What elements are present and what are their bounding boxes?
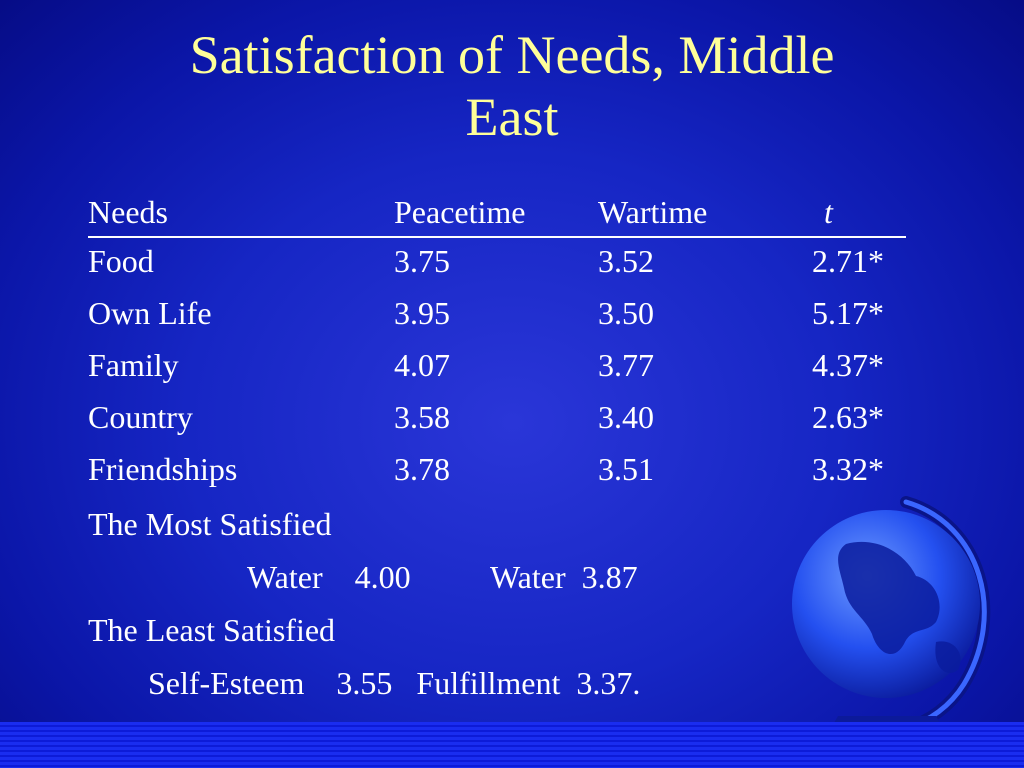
need-cell: Family bbox=[88, 347, 179, 383]
table-row: Food 3.75 3.52 2.71* bbox=[88, 238, 908, 290]
wartime-cell: 3.50 bbox=[598, 295, 654, 331]
most-satisfied-label: The Most Satisfied bbox=[88, 506, 332, 542]
peacetime-cell: 3.75 bbox=[394, 243, 450, 279]
wartime-cell: 3.77 bbox=[598, 347, 654, 383]
header-needs: Needs bbox=[88, 194, 168, 230]
peacetime-cell: 3.78 bbox=[394, 451, 450, 487]
need-cell: Food bbox=[88, 243, 154, 279]
t-cell: 2.71* bbox=[812, 243, 884, 279]
header-t: t bbox=[824, 194, 833, 230]
title-line-2: East bbox=[465, 87, 559, 147]
header-peacetime: Peacetime bbox=[394, 194, 526, 230]
wartime-cell: 3.51 bbox=[598, 451, 654, 487]
peacetime-cell: 3.95 bbox=[394, 295, 450, 331]
table-row: Family 4.07 3.77 4.37* bbox=[88, 342, 908, 394]
least-satisfied-label: The Least Satisfied bbox=[88, 612, 336, 648]
title-line-1: Satisfaction of Needs, Middle bbox=[189, 25, 835, 85]
t-cell: 5.17* bbox=[812, 295, 884, 331]
need-cell: Friendships bbox=[88, 451, 238, 487]
table-header: Needs Peacetime Wartime t bbox=[88, 188, 906, 238]
globe-icon bbox=[792, 496, 991, 744]
wartime-cell: 3.40 bbox=[598, 399, 654, 435]
table-row: Country 3.58 3.40 2.63* bbox=[88, 394, 908, 446]
table-row: Own Life 3.95 3.50 5.17* bbox=[88, 290, 908, 342]
need-cell: Own Life bbox=[88, 295, 212, 331]
wartime-cell: 3.52 bbox=[598, 243, 654, 279]
least-satisfied-values: Self-Esteem 3.55 Fulfillment 3.37. bbox=[148, 665, 641, 701]
t-cell: 3.32* bbox=[812, 451, 884, 487]
slide-title: Satisfaction of Needs, Middle East bbox=[0, 24, 1024, 148]
bottom-bar bbox=[0, 722, 1024, 768]
t-cell: 2.63* bbox=[812, 399, 884, 435]
table-row: Friendships 3.78 3.51 3.32* bbox=[88, 446, 908, 498]
t-cell: 4.37* bbox=[812, 347, 884, 383]
most-satisfied-values: Water 4.00 Water 3.87 bbox=[247, 559, 638, 595]
header-wartime: Wartime bbox=[598, 194, 708, 230]
peacetime-cell: 3.58 bbox=[394, 399, 450, 435]
peacetime-cell: 4.07 bbox=[394, 347, 450, 383]
need-cell: Country bbox=[88, 399, 193, 435]
needs-table: Needs Peacetime Wartime t Food 3.75 3.52… bbox=[88, 188, 908, 498]
